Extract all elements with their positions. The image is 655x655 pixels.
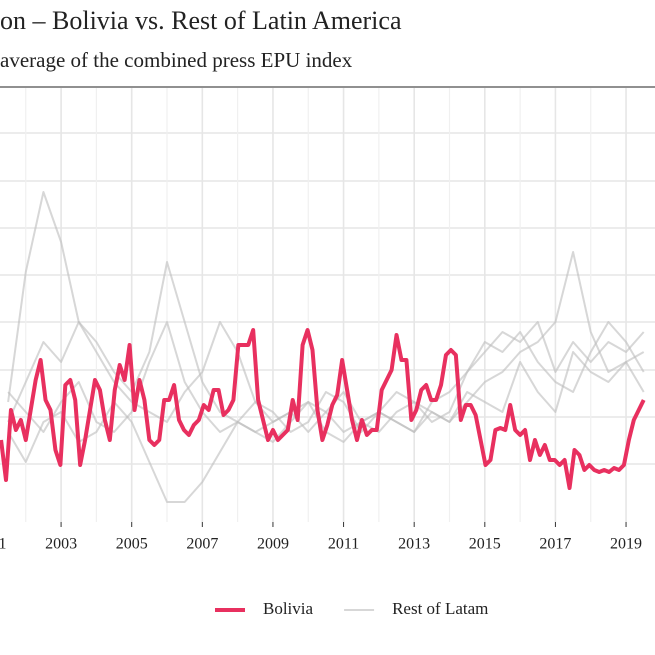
x-tick-label: 2011 [328, 536, 359, 553]
x-axis: 2001 2003 2005 2007 2009 2011 2013 2015 2017 2019 [0, 522, 642, 553]
x-tick-label: 2005 [116, 536, 148, 553]
legend-label: Rest of Latam [392, 599, 488, 618]
legend-label: Bolivia [263, 599, 314, 618]
x-tick-label: 2001 [0, 536, 6, 553]
x-tick-label: 2017 [539, 536, 571, 553]
chart-title: on – Bolivia vs. Rest of Latin America [0, 6, 402, 35]
legend: Bolivia Rest of Latam [215, 599, 488, 618]
chart-subtitle: average of the combined press EPU index [0, 48, 353, 72]
x-tick-label: 2007 [186, 536, 218, 553]
grid [0, 88, 655, 522]
series-line [0, 328, 646, 490]
plot-lines [0, 191, 646, 503]
series-line [7, 321, 645, 433]
x-tick-label: 2019 [610, 536, 642, 553]
x-tick-label: 2013 [398, 536, 430, 553]
series-line [7, 321, 645, 433]
x-tick-label: 2003 [45, 536, 77, 553]
x-tick-label: 2015 [469, 536, 501, 553]
x-tick-label: 2009 [257, 536, 289, 553]
